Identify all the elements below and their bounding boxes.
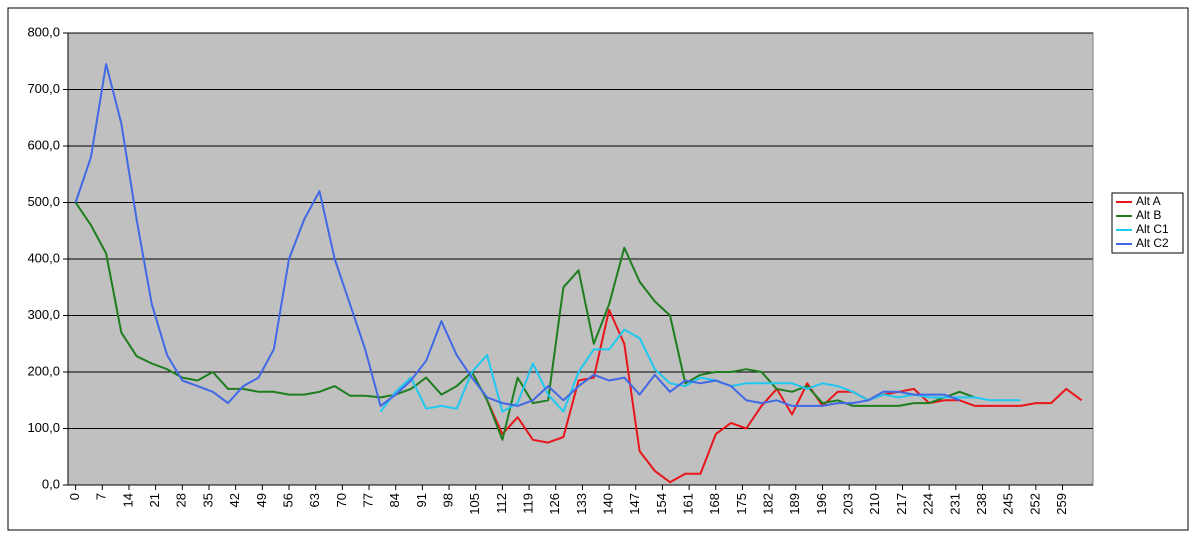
x-tick-label: 245	[1001, 493, 1016, 515]
x-tick-label: 105	[467, 493, 482, 515]
x-tick-label: 63	[307, 493, 322, 507]
x-tick-label: 56	[280, 493, 295, 507]
x-tick-label: 7	[94, 493, 109, 500]
x-tick-label: 35	[200, 493, 215, 507]
x-tick-label: 119	[520, 493, 535, 514]
y-tick-label: 200,0	[27, 363, 60, 378]
x-tick-label: 210	[867, 493, 882, 515]
x-tick-label: 140	[601, 493, 616, 515]
x-tick-label: 91	[414, 493, 429, 507]
legend-label: Alt C1	[1136, 222, 1169, 236]
x-tick-label: 112	[494, 493, 509, 514]
x-tick-label: 161	[681, 493, 696, 515]
series-line	[74, 63, 960, 407]
x-tick-label: 0	[67, 493, 82, 500]
x-tick-label: 133	[574, 493, 589, 515]
series-line	[74, 201, 976, 441]
series-line	[486, 308, 1083, 484]
x-tick-label: 196	[814, 493, 829, 515]
x-tick-label: 70	[334, 493, 349, 507]
x-tick-label: 21	[147, 493, 162, 507]
y-tick-label: 100,0	[27, 420, 60, 435]
y-tick-label: 0,0	[42, 476, 60, 491]
y-tick-label: 500,0	[27, 194, 60, 209]
x-tick-label: 189	[787, 493, 802, 515]
legend-label: Alt A	[1136, 194, 1161, 208]
x-tick-label: 217	[894, 493, 909, 515]
x-tick-label: 252	[1027, 493, 1042, 515]
x-tick-label: 238	[974, 493, 989, 515]
y-tick-label: 800,0	[27, 24, 60, 39]
x-tick-label: 147	[627, 493, 642, 515]
x-tick-label: 175	[734, 493, 749, 515]
x-tick-label: 231	[947, 493, 962, 515]
y-tick-label: 600,0	[27, 137, 60, 152]
x-tick-label: 259	[1054, 493, 1069, 515]
x-tick-label: 42	[227, 493, 242, 507]
x-tick-label: 182	[761, 493, 776, 515]
x-tick-label: 126	[547, 493, 562, 515]
x-tick-label: 98	[440, 493, 455, 507]
x-tick-label: 14	[120, 493, 135, 507]
x-tick-label: 77	[360, 493, 375, 507]
y-tick-label: 400,0	[27, 250, 60, 265]
x-tick-label: 28	[174, 493, 189, 507]
x-tick-label: 168	[707, 493, 722, 515]
y-tick-label: 700,0	[27, 81, 60, 96]
x-tick-label: 84	[387, 493, 402, 507]
legend-label: Alt C2	[1136, 236, 1169, 250]
x-tick-label: 49	[254, 493, 269, 507]
y-tick-label: 300,0	[27, 307, 60, 322]
x-tick-label: 224	[921, 493, 936, 515]
legend-label: Alt B	[1136, 208, 1161, 222]
x-tick-label: 154	[654, 493, 669, 515]
x-tick-label: 203	[841, 493, 856, 515]
